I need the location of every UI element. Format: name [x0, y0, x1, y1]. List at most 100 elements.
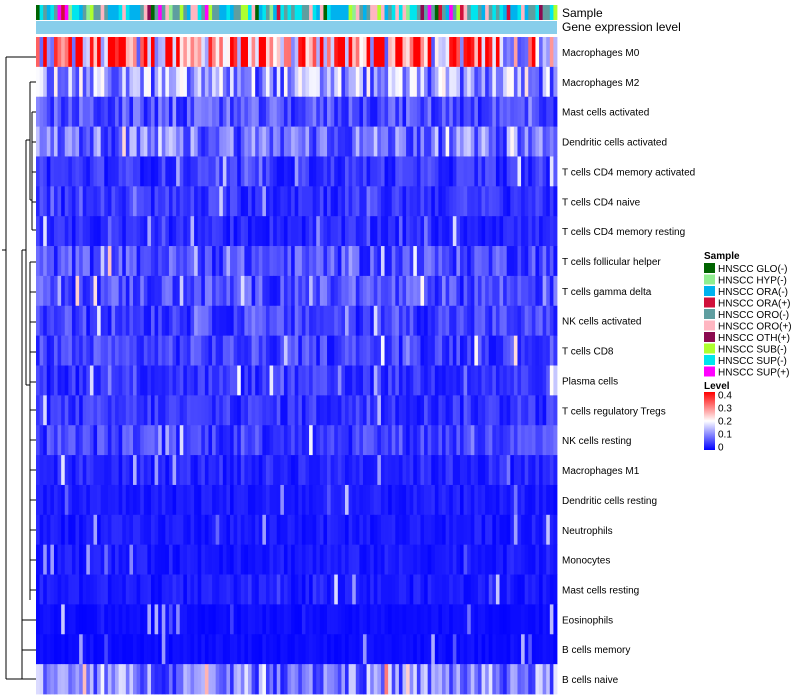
heatmap-cell: [298, 604, 303, 635]
heatmap-cell: [46, 455, 51, 486]
heatmap-cell: [168, 574, 173, 605]
heatmap-cell: [427, 634, 432, 665]
heatmap-cell: [528, 335, 533, 366]
heatmap-cell: [355, 574, 360, 605]
heatmap-cell: [165, 305, 170, 337]
heatmap-cell: [97, 484, 102, 516]
heatmap-cell: [398, 305, 403, 337]
sample-annotation-cell: [438, 5, 443, 20]
heatmap-cell: [370, 514, 375, 546]
heatmap-cell: [186, 186, 191, 217]
heatmap-cell: [499, 126, 504, 157]
heatmap-cell: [125, 305, 130, 337]
heatmap-cell: [269, 544, 274, 575]
heatmap-cell: [226, 126, 231, 157]
heatmap-cell: [258, 365, 263, 396]
heatmap-cell: [499, 37, 504, 68]
heatmap-cell: [168, 664, 173, 695]
heatmap-cell: [208, 186, 213, 217]
heatmap-cell: [215, 275, 220, 307]
heatmap-cell: [345, 664, 349, 695]
heatmap-cell: [129, 604, 134, 635]
heatmap-cell: [158, 484, 163, 516]
heatmap-cell: [176, 186, 181, 217]
heatmap-cell: [510, 544, 515, 575]
heatmap-cell: [176, 275, 181, 307]
heatmap-cell: [391, 634, 396, 665]
heatmap-cell: [312, 305, 317, 337]
heatmap-cell: [355, 246, 360, 277]
heatmap-cell: [107, 425, 112, 456]
heatmap-cell: [244, 544, 249, 575]
heatmap-cell: [384, 634, 389, 665]
heatmap-cell: [247, 514, 252, 546]
heatmap-cell: [240, 275, 245, 307]
heatmap-cell: [57, 305, 62, 337]
heatmap-cell: [513, 186, 518, 217]
heatmap-cell: [524, 335, 529, 366]
heatmap-cell: [488, 186, 493, 217]
heatmap-cell: [291, 634, 296, 665]
heatmap-cell: [86, 246, 91, 277]
heatmap-cell: [362, 186, 367, 217]
heatmap-cell: [492, 186, 497, 217]
heatmap-cell: [71, 37, 76, 68]
heatmap-cell: [517, 305, 522, 337]
heatmap-cell: [46, 37, 51, 68]
heatmap-cell: [64, 425, 69, 456]
heatmap-cell: [53, 395, 58, 426]
heatmap-cell: [495, 425, 500, 456]
sample-legend-swatch: [704, 297, 715, 308]
heatmap-cell: [309, 544, 314, 575]
heatmap-cell: [319, 634, 324, 665]
heatmap-cell: [79, 455, 84, 486]
heatmap-cell: [384, 66, 389, 98]
heatmap-cell: [341, 186, 346, 217]
heatmap-cell: [352, 425, 357, 456]
heatmap-cell: [150, 664, 155, 695]
heatmap-cell: [68, 484, 73, 516]
heatmap-cell: [36, 216, 40, 247]
heatmap-cell: [183, 664, 188, 695]
heatmap-cell: [327, 305, 332, 337]
heatmap-cell: [395, 126, 400, 157]
heatmap-cell: [233, 246, 238, 277]
heatmap-cell: [258, 455, 263, 486]
heatmap-cell: [531, 425, 536, 456]
heatmap-cell: [283, 544, 288, 575]
heatmap-cell: [240, 96, 245, 127]
heatmap-cell: [334, 275, 339, 307]
heatmap-cell: [226, 574, 231, 605]
heatmap-cell: [409, 335, 414, 366]
heatmap-cell: [492, 126, 497, 157]
heatmap-cell: [75, 66, 80, 98]
heatmap-cell: [549, 455, 554, 486]
heatmap-cell: [244, 96, 249, 127]
heatmap-cell: [179, 66, 184, 98]
heatmap-cell: [539, 484, 544, 516]
heatmap-cell: [359, 126, 364, 157]
heatmap-cell: [542, 37, 547, 68]
heatmap-cell: [312, 275, 317, 307]
heatmap-cell: [93, 455, 98, 486]
heatmap-cell: [100, 544, 105, 575]
heatmap-cell: [186, 275, 191, 307]
heatmap-cell: [215, 96, 220, 127]
heatmap-cell: [442, 37, 447, 68]
heatmap-cell: [129, 37, 134, 68]
heatmap-cell: [183, 455, 188, 486]
sample-annotation-cell: [416, 5, 421, 20]
heatmap-cell: [380, 305, 385, 337]
heatmap-cell: [43, 604, 48, 635]
heatmap-cell: [301, 96, 306, 127]
heatmap-cell: [506, 37, 511, 68]
heatmap-cell: [158, 37, 163, 68]
heatmap-cell: [147, 156, 152, 187]
heatmap-cell: [330, 634, 335, 665]
heatmap-cell: [86, 216, 91, 247]
heatmap-cell: [86, 66, 91, 98]
heatmap-cell: [262, 305, 267, 337]
heatmap-cell: [64, 186, 69, 217]
heatmap-cell: [204, 66, 209, 98]
heatmap-cell: [362, 395, 367, 426]
